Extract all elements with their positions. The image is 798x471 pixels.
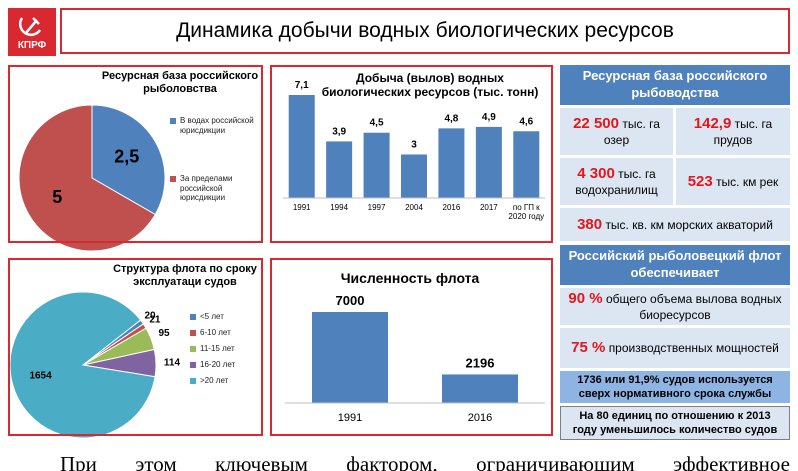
value: 75 % xyxy=(571,339,606,357)
value-label: 5 xyxy=(52,187,62,207)
logo-text: КПРФ xyxy=(17,40,47,51)
value: 4 300 xyxy=(577,164,615,182)
legend-swatch xyxy=(190,346,196,352)
bar xyxy=(401,154,427,198)
panel xyxy=(8,258,263,436)
logo-icon xyxy=(18,17,42,37)
panel xyxy=(8,65,263,243)
legend-label: За пределами российской юрисдикции xyxy=(180,174,233,203)
chart-title: Численность флота xyxy=(340,270,480,286)
legend-swatch xyxy=(170,176,176,182)
unit: тыс. км рек xyxy=(716,174,779,189)
legend-swatch xyxy=(190,314,196,320)
note: На 80 единиц по отношению к 2013 году ум… xyxy=(560,406,790,440)
pie-slice xyxy=(9,291,156,439)
logo-box xyxy=(8,8,56,56)
x-tick-label: 1994 xyxy=(330,203,349,212)
chart-title: Структура флота по сроку эксплуатаци суд… xyxy=(113,263,257,288)
legend-label: >20 лет xyxy=(200,376,229,385)
legend-swatch xyxy=(190,330,196,336)
legend-label: 6-10 лет xyxy=(200,328,231,337)
bar xyxy=(513,131,540,198)
tile: 75 % производственных мощностей xyxy=(560,328,790,368)
value-label: 2196 xyxy=(466,355,495,370)
bar xyxy=(363,132,390,198)
tile: 523 тыс. км рек xyxy=(676,158,790,205)
x-tick-label: 1991 xyxy=(292,203,311,212)
panel xyxy=(270,258,553,436)
legend-swatch xyxy=(170,118,176,124)
value-label: 3 xyxy=(411,139,417,150)
tile: 380 тыс. кв. км морских акваторий xyxy=(560,208,790,241)
legend-label: 11-15 лет xyxy=(200,344,235,353)
text: производственных мощностей xyxy=(608,341,779,356)
panel xyxy=(270,65,553,243)
bar xyxy=(438,128,465,198)
value: 22 500 xyxy=(573,114,619,132)
chart-title: Добыча (вылов) водных биологических ресу… xyxy=(321,71,539,99)
value-label: 21 xyxy=(149,314,161,325)
x-tick-label: 2017 xyxy=(479,203,498,212)
title: Динамика добычи водных биологических рес… xyxy=(60,8,790,54)
legend-label: В водах российской юрисдикции xyxy=(180,116,254,135)
tile: 22 500 тыс. га озер xyxy=(560,108,673,155)
x-tick-label: по ГП к 2020 году xyxy=(508,203,545,222)
chart-title: Ресурсная база российского рыболовства xyxy=(101,70,259,95)
value: 523 xyxy=(687,172,713,190)
tile: 142,9 тыс. га прудов xyxy=(676,108,790,155)
value-label: 2,5 xyxy=(114,147,139,167)
legend-swatch xyxy=(190,378,196,384)
note: 1736 или 91,9% судов используется сверх … xyxy=(560,371,790,403)
value-label: 4,9 xyxy=(482,112,496,123)
value: 142,9 xyxy=(693,114,732,132)
bar xyxy=(442,374,518,403)
unit: тыс. га прудов xyxy=(713,116,773,148)
bar xyxy=(326,141,353,198)
bar xyxy=(312,312,388,403)
x-tick-label: 2004 xyxy=(405,203,423,212)
value-label: 95 xyxy=(159,328,171,339)
value-label: 4,6 xyxy=(519,116,533,127)
value-label: 4,5 xyxy=(370,118,384,129)
unit: тыс. га озер xyxy=(603,116,660,148)
value-label: 20 xyxy=(144,311,156,322)
legend-label: 16-20 лет xyxy=(200,360,236,369)
tile: 4 300 тыс. га водохранилищ xyxy=(560,158,673,205)
value: 90 % xyxy=(568,289,603,307)
legend-label: <5 лет xyxy=(200,312,224,321)
text: общего объема вылова водных биоресурсов xyxy=(605,291,782,323)
x-tick-label: 2016 xyxy=(467,412,493,424)
value: 380 xyxy=(577,215,603,233)
x-tick-label: 1991 xyxy=(337,412,363,424)
value-label: 114 xyxy=(164,357,181,368)
x-tick-label: 2016 xyxy=(442,203,461,212)
tile: 90 % общего объема вылова водных биоресу… xyxy=(560,288,790,325)
legend-swatch xyxy=(190,362,196,368)
value-label: 7,1 xyxy=(295,80,309,91)
value-label: 3,9 xyxy=(332,126,346,137)
value-label: 1654 xyxy=(29,371,52,382)
tile-title: Ресурсная база российского рыбоводства xyxy=(560,65,790,105)
tile-title: Российский рыболовецкий флот обеспечивае… xyxy=(560,245,790,285)
unit: тыс. кв. км морских акваторий xyxy=(605,217,773,232)
unit: тыс. га водохранилищ xyxy=(575,166,658,198)
value-label: 7000 xyxy=(336,293,365,308)
bar xyxy=(288,95,315,198)
footer-text: При этом ключевым фактором, ограничивающ… xyxy=(60,452,790,471)
x-tick-label: 1997 xyxy=(367,203,386,212)
bar xyxy=(475,126,502,198)
value-label: 4,8 xyxy=(444,113,458,124)
pie-slice xyxy=(91,104,166,216)
